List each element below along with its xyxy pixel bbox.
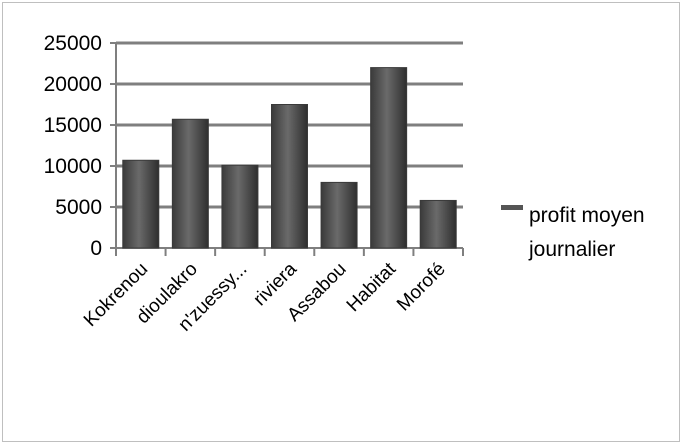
- y-tick-label-20000: 20000: [44, 73, 102, 96]
- bar-chart: 0 5000 10000 15000 20000 25000 Kokrenoudioula…: [44, 32, 645, 336]
- legend: profit moyen journalier: [501, 204, 645, 261]
- bar-morof: [419, 199, 457, 249]
- y-tick-labels: 0 5000 10000 15000 20000 25000: [44, 32, 102, 260]
- bar-riviera: [271, 104, 308, 249]
- bar-assabou: [320, 181, 358, 249]
- bars: [122, 67, 457, 249]
- bar-dioulakro: [171, 118, 209, 249]
- chart-frame: 0 5000 10000 15000 20000 25000 Kokrenou dioula…: [2, 2, 680, 442]
- x-tick-label-habitat: Habitat: [343, 258, 401, 316]
- y-tick-label-5000: 5000: [55, 196, 102, 219]
- bar-habitat: [370, 67, 408, 249]
- bar-n-zuessy: [221, 164, 259, 249]
- bar-kokrenou: [122, 159, 160, 249]
- y-tick-label-10000: 10000: [44, 155, 102, 178]
- y-tick-label-15000: 15000: [44, 114, 102, 137]
- x-tick-labels: Kokrenoudioulakron'zuessy...rivieraAssab…: [80, 258, 450, 335]
- legend-swatch: [501, 205, 523, 210]
- legend-label-line2: journalier: [528, 238, 615, 261]
- legend-label-line1: profit moyen: [529, 204, 645, 227]
- x-tick-label-morof: Morofé: [393, 259, 450, 316]
- y-tick-label-25000: 25000: [44, 32, 102, 55]
- y-tick-label-0: 0: [90, 237, 102, 260]
